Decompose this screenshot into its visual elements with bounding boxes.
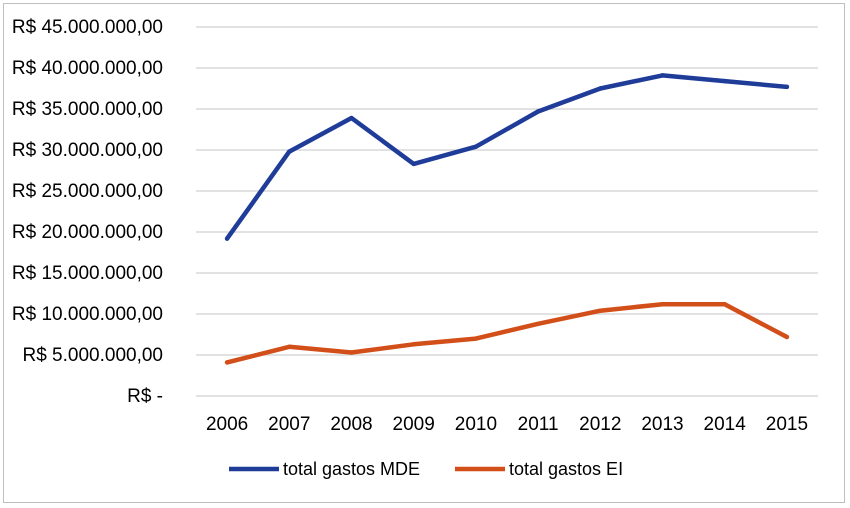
x-tick-label: 2015 xyxy=(766,414,808,435)
legend: total gastos MDE total gastos EI xyxy=(229,459,623,479)
x-tick-label: 2006 xyxy=(206,414,248,435)
y-tick-label: R$ 20.000.000,00 xyxy=(12,222,163,243)
data-point xyxy=(722,301,727,307)
series-lines xyxy=(224,73,790,365)
y-tick-label: R$ 15.000.000,00 xyxy=(12,263,163,284)
y-tick-label: R$ - xyxy=(127,386,163,407)
y-tick-label: R$ 10.000.000,00 xyxy=(12,304,163,325)
legend-label-2: total gastos EI xyxy=(509,459,623,479)
x-tick-label: 2009 xyxy=(393,414,435,435)
data-point xyxy=(287,344,292,349)
series-line-1 xyxy=(224,73,790,241)
x-tick-label: 2008 xyxy=(330,414,372,435)
data-point xyxy=(598,308,603,313)
data-point xyxy=(473,144,479,149)
legend-label-1: total gastos MDE xyxy=(283,459,420,479)
x-tick-label: 2007 xyxy=(268,414,310,435)
y-tick-label: R$ 45.000.000,00 xyxy=(12,17,163,38)
x-tick-label: 2014 xyxy=(704,414,747,435)
x-axis-tick-labels: 2006 2007 2008 2009 2010 2011 2012 2013 2014 2015 xyxy=(206,414,808,435)
data-point xyxy=(784,84,790,90)
y-tick-label: R$ 5.000.000,00 xyxy=(22,345,163,366)
y-axis-tick-labels: R$ - R$ 5.000.000,00 R$ 10.000.000,00 R$ 15… xyxy=(12,17,163,407)
data-point xyxy=(411,161,416,167)
data-point xyxy=(722,78,727,84)
chart-frame xyxy=(3,3,845,503)
y-tick-label: R$ 40.000.000,00 xyxy=(12,58,163,79)
data-point xyxy=(660,73,665,78)
gridlines xyxy=(196,26,818,397)
data-point xyxy=(535,109,541,114)
y-tick-label: R$ 25.000.000,00 xyxy=(12,181,163,202)
data-point xyxy=(598,86,603,91)
data-point xyxy=(349,350,354,355)
data-point xyxy=(224,236,230,241)
data-point xyxy=(660,301,665,307)
x-tick-label: 2012 xyxy=(579,414,621,435)
data-point xyxy=(411,342,416,347)
series-line-2 xyxy=(224,301,790,365)
data-point xyxy=(349,115,354,121)
data-point xyxy=(473,336,479,341)
x-tick-label: 2010 xyxy=(455,414,497,435)
data-point xyxy=(224,360,230,365)
y-tick-label: R$ 35.000.000,00 xyxy=(12,99,163,120)
x-tick-label: 2011 xyxy=(518,414,559,435)
data-point xyxy=(784,334,790,340)
y-tick-label: R$ 30.000.000,00 xyxy=(12,140,163,161)
data-point xyxy=(535,321,541,327)
x-tick-label: 2013 xyxy=(641,414,683,435)
data-point xyxy=(287,149,292,154)
